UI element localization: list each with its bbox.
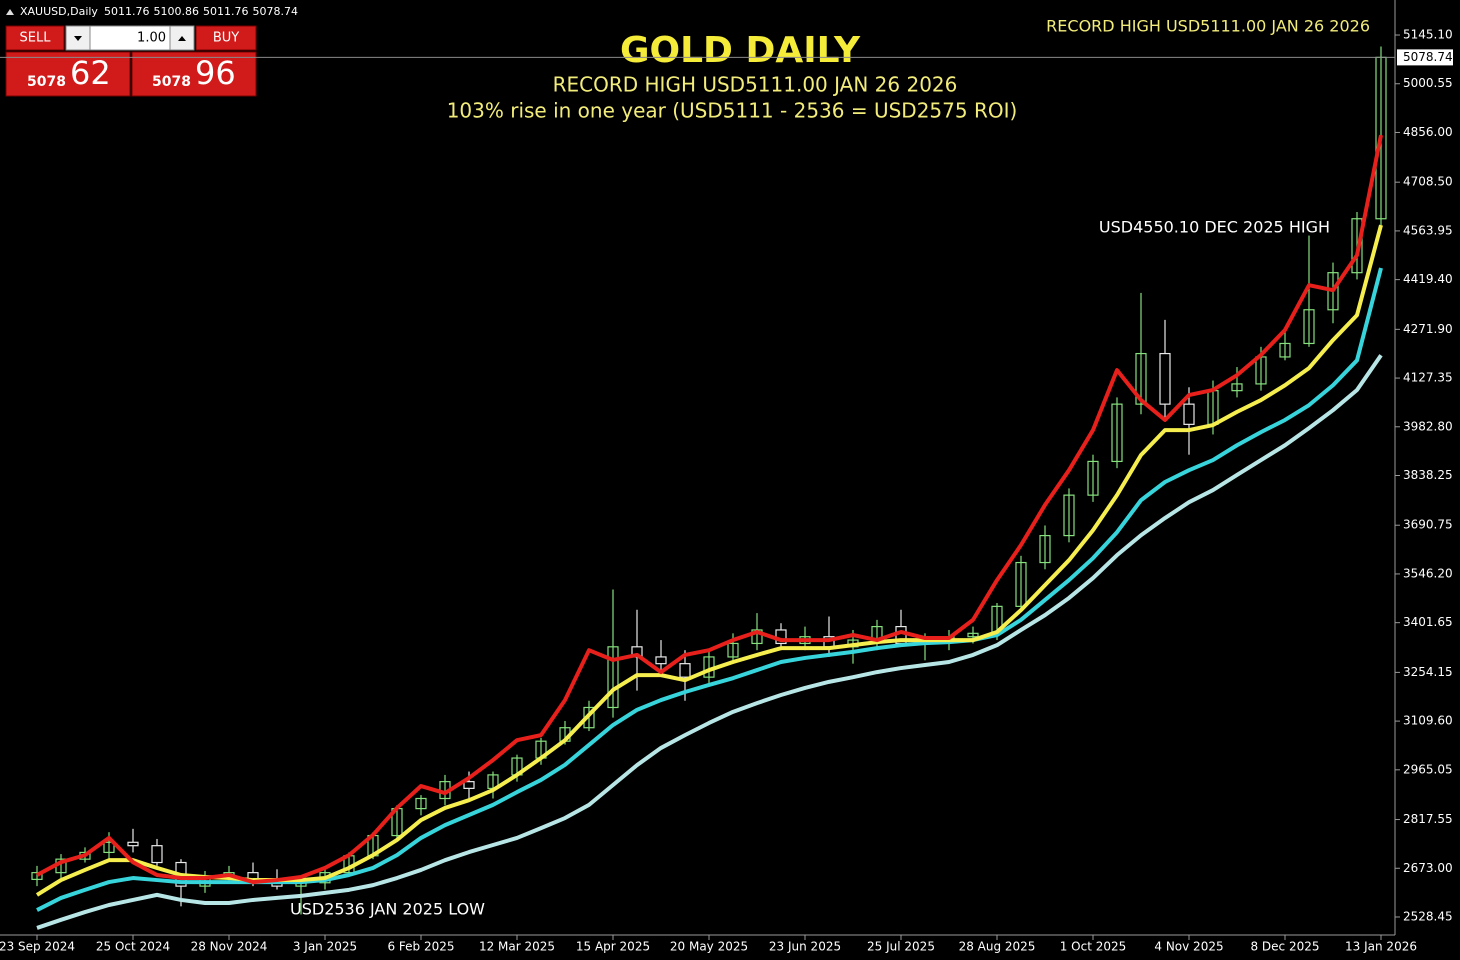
y-tick-label: 3838.25 xyxy=(1403,468,1453,482)
sell-price-box[interactable] xyxy=(5,51,131,97)
header-ohlc-value: 5011.76 xyxy=(104,5,150,18)
candle-body xyxy=(751,629,763,645)
sell-price-big: 5078 xyxy=(27,74,66,90)
sell-label: SELL xyxy=(20,31,52,46)
lot-down-icon xyxy=(74,36,82,41)
y-tick-label: 3401.65 xyxy=(1403,615,1453,629)
candle-body xyxy=(1063,494,1075,537)
dec-high-note: USD4550.10 DEC 2025 HIGH xyxy=(1099,218,1330,237)
x-tick-label: 6 Feb 2025 xyxy=(387,940,454,954)
candle-body xyxy=(655,656,667,665)
chart-title: GOLD DAILY xyxy=(620,30,861,71)
y-tick-label: 2673.00 xyxy=(1403,861,1453,875)
candle-body xyxy=(1135,352,1147,405)
y-tick-label: 4563.95 xyxy=(1403,223,1453,237)
symbol: XAUUSD,Daily xyxy=(20,5,98,18)
buy-price-big: 5078 xyxy=(152,74,191,90)
current-price-box xyxy=(1397,49,1453,66)
candle-body xyxy=(1327,272,1339,311)
moving-average xyxy=(36,354,1383,930)
y-tick-label: 3546.20 xyxy=(1403,566,1453,580)
record-high-note: RECORD HIGH USD5111.00 JAN 26 2026 xyxy=(1046,17,1370,36)
x-tick-label: 13 Jan 2026 xyxy=(1345,940,1417,954)
buy-price-box[interactable] xyxy=(131,51,257,97)
x-tick-label: 25 Oct 2024 xyxy=(96,940,170,954)
candle-body xyxy=(607,646,619,709)
y-tick-label: 3254.15 xyxy=(1403,665,1453,679)
candle-body xyxy=(1111,403,1123,463)
lot-up-icon xyxy=(178,36,186,41)
y-tick-label: 3690.75 xyxy=(1403,518,1453,532)
header-ohlc: 5011.76 5100.86 5011.76 5078.74 xyxy=(104,5,298,18)
candle-body xyxy=(1351,218,1363,274)
current-price-label: 5078.74 xyxy=(1403,50,1453,64)
y-tick-label: 2528.45 xyxy=(1403,909,1453,923)
x-tick-label: 28 Nov 2024 xyxy=(191,940,268,954)
y-tick-label: 5145.10 xyxy=(1403,28,1453,42)
lot-value: 1.00 xyxy=(137,31,166,46)
x-tick-label: 23 Jun 2025 xyxy=(769,940,841,954)
plot-area xyxy=(31,46,1387,930)
header-ohlc-value: 5100.86 xyxy=(154,5,200,18)
x-tick-label: 20 May 2025 xyxy=(670,940,748,954)
x-tick-label: 3 Jan 2025 xyxy=(293,940,357,954)
candle-body xyxy=(1087,460,1099,496)
y-tick-label: 5000.55 xyxy=(1403,76,1453,90)
y-tick-label: 4271.90 xyxy=(1403,322,1453,336)
x-tick-label: 12 Mar 2025 xyxy=(479,940,555,954)
candle-body xyxy=(1303,309,1315,345)
x-tick-label: 25 Jul 2025 xyxy=(867,940,935,954)
y-tick-label: 4127.35 xyxy=(1403,371,1453,385)
candle-body xyxy=(1279,342,1291,358)
x-tick-label: 1 Oct 2025 xyxy=(1060,940,1127,954)
candle-body xyxy=(127,841,139,847)
x-tick-label: 4 Nov 2025 xyxy=(1154,940,1223,954)
candle-body xyxy=(1039,534,1051,564)
buy-label: BUY xyxy=(213,31,239,46)
sell-button[interactable] xyxy=(5,25,65,51)
candle-body xyxy=(967,632,979,638)
header-ohlc-value: 5011.76 xyxy=(203,5,249,18)
x-tick-label: 8 Dec 2025 xyxy=(1250,940,1319,954)
y-tick-label: 4856.00 xyxy=(1403,125,1453,139)
moving-average xyxy=(36,134,1383,885)
candle-body xyxy=(1159,352,1171,405)
y-tick-label: 4419.40 xyxy=(1403,272,1453,286)
candle-body xyxy=(1183,403,1195,425)
candle-body xyxy=(31,872,43,880)
subtitle: RECORD HIGH USD5111.00 JAN 26 2026 xyxy=(553,73,958,97)
buy-button[interactable] xyxy=(195,25,257,51)
candle-body xyxy=(151,845,163,864)
sell-price-small: 62 xyxy=(70,54,111,92)
x-tick-label: 15 Apr 2025 xyxy=(576,940,650,954)
x-tick-label: 28 Aug 2025 xyxy=(959,940,1036,954)
candle-body xyxy=(1231,383,1243,392)
candle-body xyxy=(463,781,475,789)
buy-price-small: 96 xyxy=(195,54,236,92)
candle-body xyxy=(103,841,115,854)
candle-body xyxy=(679,663,691,678)
y-tick-label: 4708.50 xyxy=(1403,175,1453,189)
subtitle-roi: 103% rise in one year (USD5111 - 2536 = … xyxy=(447,99,1018,123)
y-tick-label: 2965.05 xyxy=(1403,762,1453,776)
y-tick-label: 2817.55 xyxy=(1403,812,1453,826)
y-tick-label: 3982.80 xyxy=(1403,419,1453,433)
candle-body xyxy=(415,797,427,810)
x-tick-label: 23 Sep 2024 xyxy=(0,940,75,954)
jan-low-note: USD2536 JAN 2025 LOW xyxy=(290,900,485,919)
y-tick-label: 3109.60 xyxy=(1403,714,1453,728)
symbol-icon xyxy=(6,9,14,15)
candle-body xyxy=(727,642,739,658)
header-ohlc-value: 5078.74 xyxy=(253,5,299,18)
candle-body xyxy=(1015,561,1027,607)
